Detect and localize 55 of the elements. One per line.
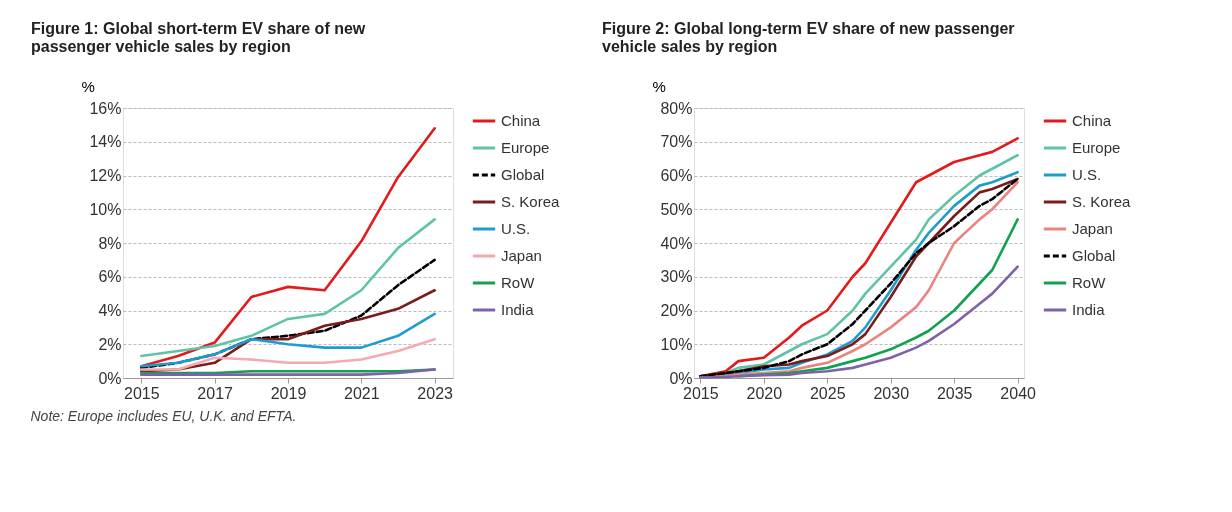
y-tick-label: 2%: [98, 335, 122, 353]
chart-title: Figure 1: Global short-term EV share of new passenger vehicle sales by region: [31, 20, 366, 55]
legend-label: U.S.: [501, 220, 531, 237]
x-tick-label: 2025: [809, 384, 846, 402]
y-tick-label: 0%: [669, 369, 693, 387]
legend-label: India: [1072, 301, 1106, 318]
legend-label: RoW: [1072, 274, 1107, 291]
legend-label: U.S.: [1072, 166, 1102, 183]
y-tick-label: 60%: [660, 167, 693, 184]
line-series: [699, 265, 1019, 379]
y-tick-label: 30%: [660, 268, 693, 286]
chart-title: Figure 2: Global long-term EV share of new passenger vehicle sales by region: [602, 20, 1015, 55]
y-tick-label: 0%: [98, 369, 122, 387]
x-tick-label: 2020: [746, 384, 783, 402]
x-tick-label: 2023: [417, 384, 454, 402]
legend-label: S. Korea: [501, 193, 561, 210]
y-axis-title: %: [652, 77, 666, 95]
legend-label: China: [501, 112, 541, 129]
y-tick-label: 40%: [660, 234, 693, 252]
y-axis-title: %: [81, 77, 95, 95]
legend-label: Europe: [1072, 139, 1121, 156]
x-tick-label: 2030: [873, 384, 910, 402]
legend-label: Global: [501, 166, 545, 183]
x-tick-label: 2035: [936, 384, 973, 402]
line-series: [140, 218, 436, 358]
legend-label: Europe: [501, 139, 550, 156]
y-tick-label: 8%: [98, 234, 122, 252]
y-tick-label: 10%: [89, 200, 122, 218]
x-tick-label: 2021: [344, 384, 380, 402]
text: Note: Europe includes EU, U.K. and EFTA.: [30, 407, 297, 424]
y-tick-label: 10%: [660, 335, 693, 353]
y-tick-label: 20%: [660, 302, 693, 319]
y-tick-label: 70%: [660, 133, 693, 151]
y-tick-label: 16%: [89, 99, 122, 117]
legend-label: Japan: [1072, 220, 1113, 237]
legend-label: RoW: [501, 274, 536, 291]
x-tick-label: 2017: [197, 384, 234, 402]
legend-label: China: [1072, 112, 1112, 129]
x-tick-label: 2040: [1000, 384, 1037, 402]
y-tick-label: 12%: [89, 167, 122, 184]
line-series: [140, 312, 436, 368]
legend-label: Japan: [501, 247, 542, 264]
x-tick-label: 2015: [124, 384, 160, 402]
y-tick-label: 80%: [660, 99, 693, 117]
y-tick-label: 14%: [89, 133, 122, 151]
line-series: [140, 337, 436, 371]
x-tick-label: 2015: [683, 384, 719, 402]
line-series: [140, 126, 436, 368]
legend-label: Global: [1072, 247, 1116, 264]
y-tick-label: 6%: [98, 268, 122, 286]
y-tick-label: 4%: [98, 302, 122, 319]
legend-label: India: [501, 301, 535, 318]
y-tick-label: 50%: [660, 200, 693, 218]
legend-label: S. Korea: [1072, 193, 1132, 210]
x-tick-label: 2019: [270, 384, 307, 402]
